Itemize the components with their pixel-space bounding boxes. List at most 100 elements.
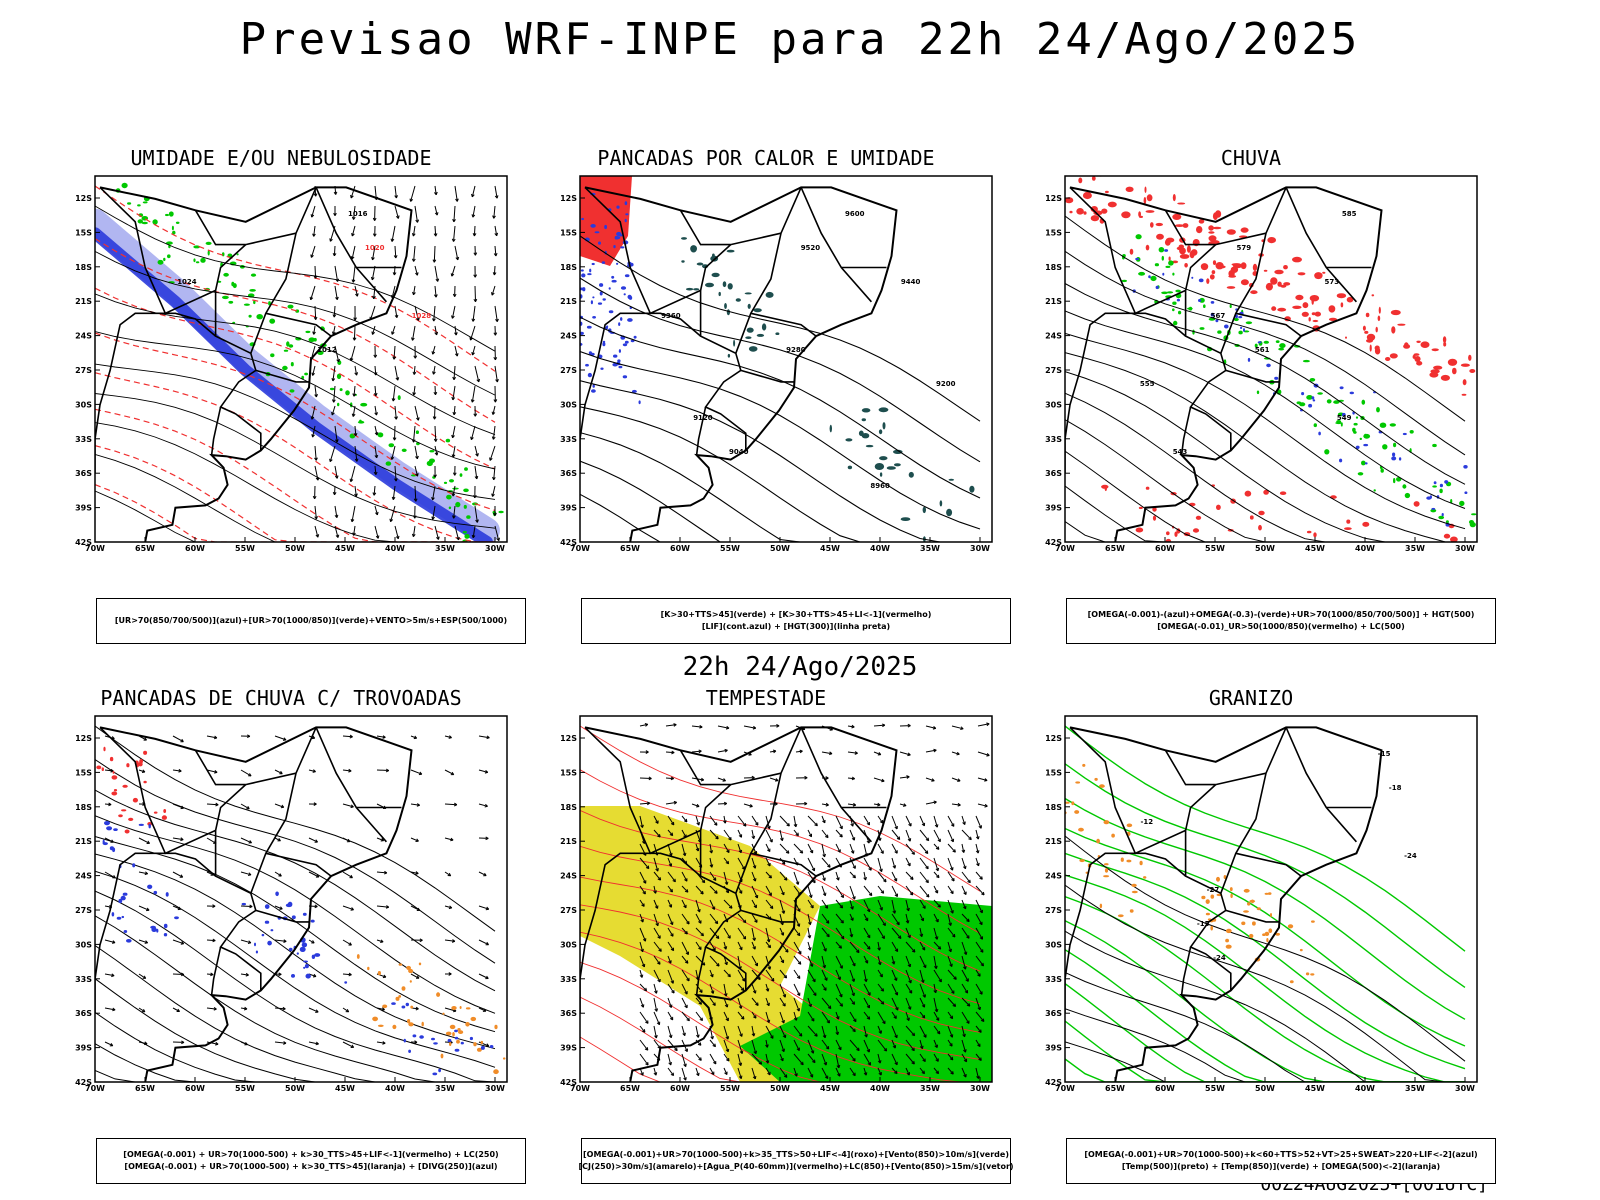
lat-tick-label: 15S <box>1045 768 1062 777</box>
lat-tick-label: 15S <box>560 768 577 777</box>
contour-label: 9440 <box>901 278 921 286</box>
contour-label: -27 <box>1207 886 1220 894</box>
lat-tick-label: 36S <box>1045 469 1062 478</box>
panel-legend: [OMEGA(-0.001)+UR>70(1000-500)+k>35_TTS>… <box>578 1138 1014 1184</box>
lat-tick-label: 39S <box>560 504 577 513</box>
contour-label: -24 <box>1213 954 1226 962</box>
legend-line: [K>30+TTS>45](verde) + [K>30+TTS>45+LI<-… <box>660 610 932 619</box>
panel-title: PANCADAS DE CHUVA C/ TROVOADAS <box>100 686 462 710</box>
lat-tick-label: 39S <box>560 1044 577 1053</box>
map-rain: 585 579 573 567 561 555 549 543 12S 15S 18S 21S 24S 2… <box>1045 175 1478 553</box>
contour-label: -18 <box>1389 784 1402 792</box>
lat-tick-label: 18S <box>560 803 577 812</box>
lon-tick-label: 60W <box>185 544 205 553</box>
lat-tick-label: 27S <box>560 906 577 915</box>
panel-legend: [K>30+TTS>45](verde) + [K>30+TTS>45+LI<-… <box>581 598 1011 644</box>
lat-tick-label: 12S <box>1045 734 1062 743</box>
legend-line: [OMEGA(-0.001) + UR>70(1000-500) + k>30_… <box>124 1162 498 1171</box>
contour-label: 549 <box>1337 414 1352 422</box>
lat-tick-label: 24S <box>560 872 577 881</box>
lon-tick-label: 55W <box>1205 544 1225 553</box>
lon-tick-label: 55W <box>235 544 255 553</box>
lat-tick-label: 30S <box>75 940 92 949</box>
lat-tick-label: 18S <box>560 263 577 272</box>
lat-tick-label: 39S <box>75 504 92 513</box>
panel-legend: [UR>70(850/700/500)](azul)+[UR>70(1000/8… <box>96 598 526 644</box>
lon-tick-label: 55W <box>1205 1084 1225 1093</box>
lat-tick-label: 42S <box>75 1078 92 1087</box>
lon-tick-label: 50W <box>770 544 790 553</box>
lon-tick-label: 65W <box>135 544 155 553</box>
legend-line: [CJ(250)>30m/s](amarelo)+[Agua_P(40-60mm… <box>578 1162 1014 1171</box>
lon-tick-label: 35W <box>435 1084 455 1093</box>
lat-tick-label: 15S <box>75 768 92 777</box>
lat-tick-label: 15S <box>560 228 577 237</box>
lon-tick-label: 45W <box>1305 1084 1325 1093</box>
panel-storm: TEMPESTADE 12S 15S 18S 21S 24S 27S 30S 33S 36S 39… <box>560 686 1040 1184</box>
contour-label: 1024 <box>177 278 197 286</box>
lon-tick-label: 65W <box>1105 544 1125 553</box>
lon-tick-label: 50W <box>770 1084 790 1093</box>
lon-tick-label: 45W <box>1305 544 1325 553</box>
contour-label: 1012 <box>317 346 337 354</box>
map-humidity: 1016 1020 1024 1028 1012 12S 15S 18S 21S 24S 27S 30… <box>75 175 508 553</box>
contour-label: 1028 <box>412 312 432 320</box>
contour-label: 567 <box>1211 312 1226 320</box>
contour-label: 579 <box>1237 244 1252 252</box>
contour-label: 573 <box>1325 278 1340 286</box>
contour-label: 561 <box>1255 346 1270 354</box>
lat-tick-label: 30S <box>1045 400 1062 409</box>
panel-title: TEMPESTADE <box>705 686 827 710</box>
lat-tick-label: 33S <box>1045 435 1062 444</box>
lon-tick-label: 40W <box>870 544 890 553</box>
lon-tick-label: 70W <box>570 544 590 553</box>
panel-title: GRANIZO <box>1208 686 1294 710</box>
lat-tick-label: 33S <box>560 435 577 444</box>
lon-tick-label: 40W <box>1355 1084 1375 1093</box>
lat-tick-label: 24S <box>1045 872 1062 881</box>
lon-tick-label: 30W <box>970 1084 990 1093</box>
panel-title: UMIDADE E/OU NEBULOSIDADE <box>130 146 432 170</box>
legend-line: [OMEGA(-0.001)+UR>70(1000-500)+k<60+TTS>… <box>1084 1150 1478 1159</box>
lat-tick-label: 12S <box>1045 194 1062 203</box>
contour-label: 555 <box>1140 380 1155 388</box>
lon-tick-label: 35W <box>920 544 940 553</box>
lon-tick-label: 55W <box>235 1084 255 1093</box>
lat-tick-label: 27S <box>1045 366 1062 375</box>
lon-tick-label: 70W <box>1055 544 1075 553</box>
lon-tick-label: 45W <box>820 1084 840 1093</box>
lon-tick-label: 50W <box>285 1084 305 1093</box>
lon-tick-label: 65W <box>135 1084 155 1093</box>
lat-tick-label: 15S <box>1045 228 1062 237</box>
lat-tick-label: 24S <box>560 332 577 341</box>
lon-tick-label: 55W <box>720 1084 740 1093</box>
contour-label: -15 <box>1378 750 1391 758</box>
lat-tick-label: 42S <box>560 1078 577 1087</box>
lat-tick-label: 33S <box>75 975 92 984</box>
valid-time-label: 22h 24/Ago/2025 <box>682 652 918 682</box>
lon-tick-label: 50W <box>1255 1084 1275 1093</box>
lat-tick-label: 30S <box>560 400 577 409</box>
lon-tick-label: 40W <box>385 1084 405 1093</box>
lat-tick-label: 24S <box>1045 332 1062 341</box>
contour-label: 9280 <box>786 346 806 354</box>
lat-tick-label: 21S <box>75 297 92 306</box>
lat-tick-label: 27S <box>75 906 92 915</box>
lon-tick-label: 40W <box>1355 544 1375 553</box>
contour-label: 1020 <box>365 244 385 252</box>
lon-tick-label: 30W <box>970 544 990 553</box>
panel-rain: CHUVA 585 579 573 567 561 555 549 543 12S 15S 18S 2… <box>1045 146 1525 644</box>
lat-tick-label: 36S <box>560 1009 577 1018</box>
lat-tick-label: 27S <box>1045 906 1062 915</box>
lon-tick-label: 40W <box>385 544 405 553</box>
lon-tick-label: 70W <box>85 544 105 553</box>
legend-line: [LIF](cont.azul) + [HGT(300)](linha pret… <box>701 622 891 631</box>
lon-tick-label: 60W <box>670 1084 690 1093</box>
lon-tick-label: 65W <box>1105 1084 1125 1093</box>
lat-tick-label: 18S <box>1045 263 1062 272</box>
lon-tick-label: 35W <box>1405 1084 1425 1093</box>
lat-tick-label: 24S <box>75 872 92 881</box>
lon-tick-label: 70W <box>1055 1084 1075 1093</box>
